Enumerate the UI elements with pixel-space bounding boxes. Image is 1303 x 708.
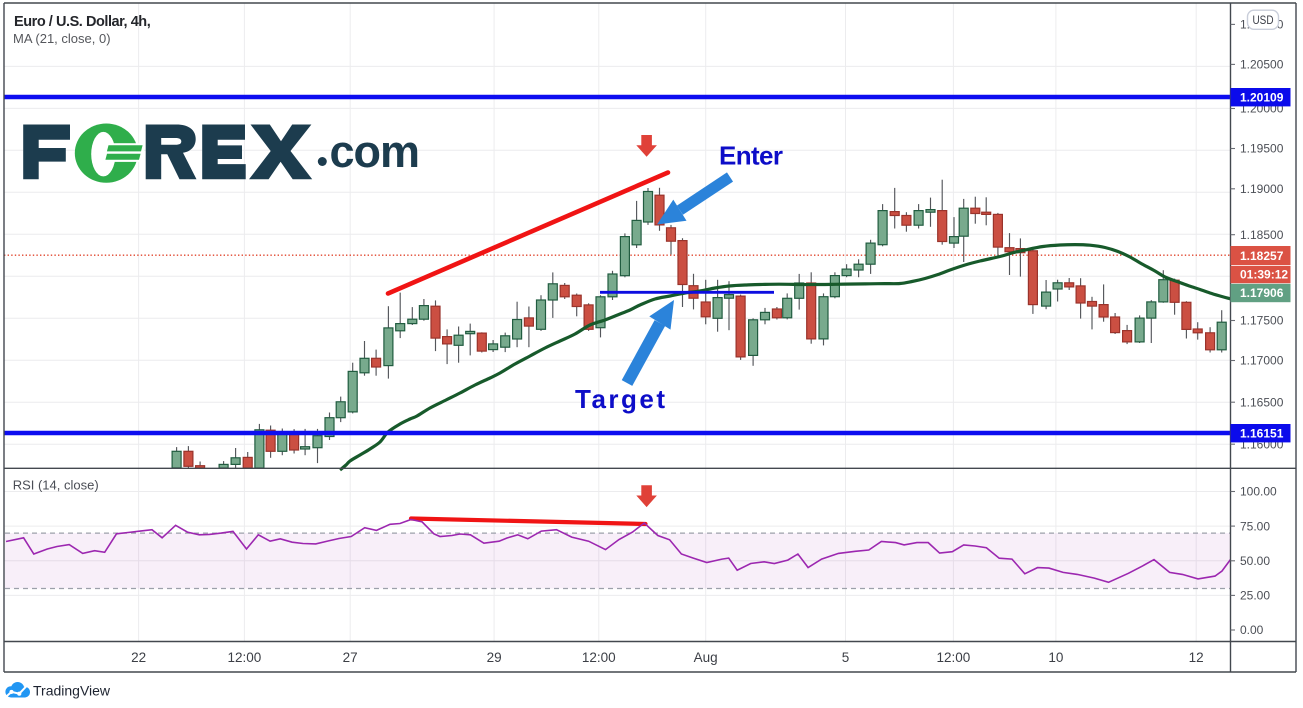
svg-text:1.19000: 1.19000	[1240, 182, 1284, 196]
svg-text:27: 27	[343, 650, 358, 665]
svg-text:1.17906: 1.17906	[1240, 286, 1284, 300]
svg-text:MA (21, close, 0): MA (21, close, 0)	[13, 31, 111, 46]
svg-text:com: com	[330, 126, 420, 177]
svg-text:12:00: 12:00	[582, 650, 616, 665]
svg-text:12:00: 12:00	[228, 650, 262, 665]
svg-text:25.00: 25.00	[1240, 589, 1270, 603]
svg-text:0.00: 0.00	[1240, 623, 1264, 637]
svg-text:1.16500: 1.16500	[1240, 395, 1284, 409]
svg-text:Target: Target	[575, 384, 665, 414]
svg-text:Aug: Aug	[694, 650, 718, 665]
svg-text:Enter: Enter	[719, 141, 783, 171]
svg-text:01:39:12: 01:39:12	[1240, 268, 1288, 282]
svg-text:1.16151: 1.16151	[1240, 426, 1284, 440]
svg-text:100.00: 100.00	[1240, 485, 1277, 499]
svg-text:1.19500: 1.19500	[1240, 142, 1284, 156]
svg-text:1.17500: 1.17500	[1240, 314, 1284, 328]
svg-text:50.00: 50.00	[1240, 554, 1270, 568]
svg-text:75.00: 75.00	[1240, 519, 1270, 533]
svg-text:12:00: 12:00	[937, 650, 971, 665]
svg-text:10: 10	[1048, 650, 1063, 665]
svg-text:12: 12	[1189, 650, 1204, 665]
svg-text:RSI (14, close): RSI (14, close)	[13, 478, 99, 493]
svg-text:1.20109: 1.20109	[1240, 90, 1284, 104]
svg-text:5: 5	[842, 650, 850, 665]
svg-text:1.20500: 1.20500	[1240, 58, 1284, 72]
svg-text:1.17000: 1.17000	[1240, 354, 1284, 368]
svg-text:22: 22	[131, 650, 146, 665]
svg-text:TradingView: TradingView	[33, 682, 111, 698]
svg-text:Euro / U.S. Dollar, 4h,: Euro / U.S. Dollar, 4h,	[14, 14, 151, 30]
svg-text:1.18257: 1.18257	[1240, 249, 1284, 263]
svg-text:29: 29	[487, 650, 502, 665]
svg-text:USD: USD	[1253, 15, 1274, 27]
svg-text:1.18500: 1.18500	[1240, 228, 1284, 242]
